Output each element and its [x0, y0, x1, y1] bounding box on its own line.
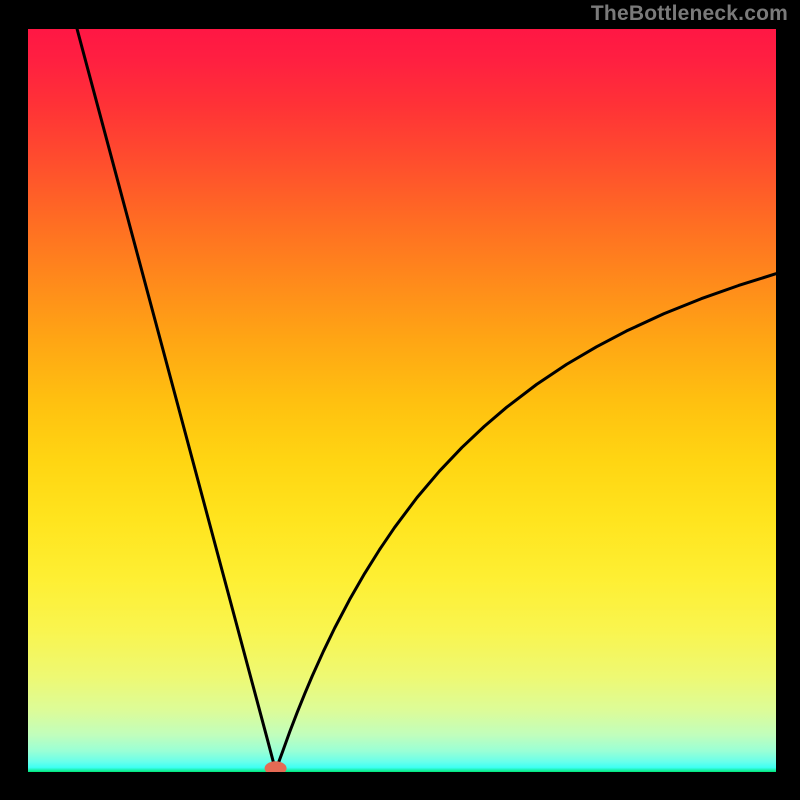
watermark-text: TheBottleneck.com — [591, 2, 788, 26]
bottleneck-chart — [28, 29, 776, 772]
chart-container: { "watermark": { "text": "TheBottleneck.… — [0, 0, 800, 800]
chart-background — [28, 29, 776, 772]
